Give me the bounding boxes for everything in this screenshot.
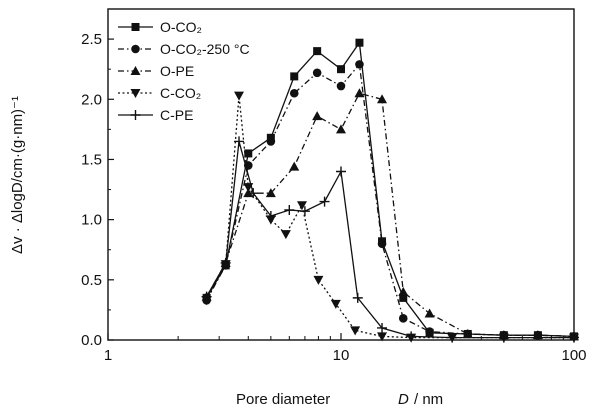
data-point [336,81,346,91]
y-tick-label: 1.0 [81,212,102,229]
data-point [447,332,458,343]
legend-label: O-CO₂ [160,19,202,35]
y-axis-label: Δv · ΔlogD/cm·(g·nm)⁻¹ [9,96,26,254]
data-point [319,196,330,207]
data-point [398,286,409,296]
data-point [498,332,509,343]
data-point [350,326,361,336]
data-point [355,38,364,47]
series-line [206,40,575,338]
data-point [234,91,245,101]
data-point [265,211,276,222]
series-3 [201,88,579,341]
series-line [206,92,575,338]
data-point [354,88,365,98]
data-point [313,47,322,56]
x-axis-symbol: D [398,391,409,408]
data-point [377,322,388,333]
x-tick-label: 10 [333,347,350,364]
legend-item: C-PE [118,107,193,123]
data-point [377,94,388,104]
series-1 [202,38,578,341]
data-point [265,188,276,198]
data-point [399,293,408,302]
data-point [336,124,346,134]
series-line [206,95,574,339]
x-axis-unit: / nm [414,391,443,408]
data-point [289,88,299,98]
data-point [398,314,408,323]
data-point [280,230,291,240]
legend-marker [131,23,140,31]
data-point [312,68,322,78]
data-series [201,38,579,343]
data-point [377,332,388,342]
data-point [290,72,299,81]
data-point [425,327,434,336]
data-point [462,328,473,338]
data-point [569,332,579,343]
legend-label: O-PE [160,63,194,79]
y-tick-label: 0.5 [81,272,102,289]
data-point [244,149,253,158]
data-point [289,161,300,171]
series-5 [201,136,579,343]
x-tick-label: 1 [104,347,112,364]
legend-item: C-CO₂ [118,85,201,101]
data-point [312,111,323,121]
data-point [406,331,417,342]
y-tick-label: 2.0 [81,91,102,108]
y-tick-label: 1.5 [81,151,102,168]
series-line [206,141,574,339]
data-point [532,330,543,340]
axis-ticks: 1 10 100 0.0 0.5 1.0 1.5 2.0 2.5 [81,31,586,364]
legend-marker [130,89,141,98]
legend-marker [130,66,141,75]
y-tick-label: 2.5 [81,31,102,48]
data-point [234,136,245,147]
data-point [330,299,341,309]
data-point [296,201,307,211]
data-point [352,292,363,303]
x-axis-label: Pore diameter [236,391,330,408]
legend-label: C-CO₂ [160,85,201,101]
legend-label: C-PE [160,107,193,123]
data-point [377,239,387,249]
data-point [201,291,212,302]
legend-item: O-CO₂-250 °C [118,41,250,57]
data-point [337,65,345,74]
y-tick-label: 0.0 [81,332,102,349]
legend-label: O-CO₂-250 °C [160,41,250,57]
legend-item: O-PE [118,63,194,79]
series-4 [201,91,579,343]
data-point [248,188,259,199]
data-point [220,257,231,268]
legend-marker [130,110,141,120]
data-point [266,137,276,146]
data-point [336,166,346,177]
data-point [424,308,435,318]
data-point [355,60,364,69]
data-point [313,275,324,285]
legend: O-CO₂ O-CO₂-250 °C O-PE C-CO₂ C-PE [118,19,250,123]
series-line [206,62,575,338]
data-point [284,205,295,216]
legend-item: O-CO₂ [118,19,202,35]
x-tick-label: 100 [561,347,586,364]
legend-marker [131,44,140,54]
data-point [299,206,310,217]
